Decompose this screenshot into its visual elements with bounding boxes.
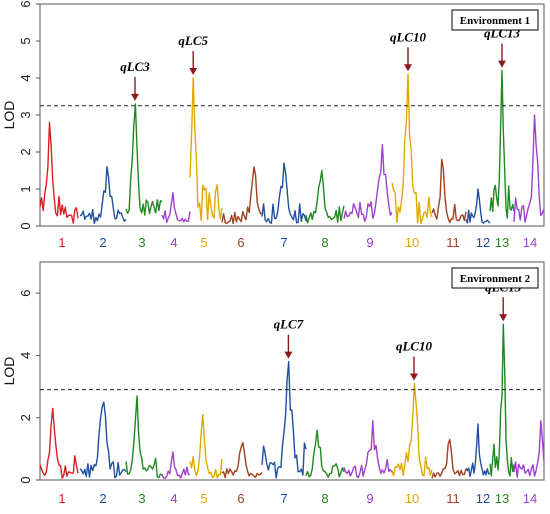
qtl-arrow-head: [131, 93, 139, 101]
y-tick-label: 4: [18, 352, 33, 359]
qtl-arrow-head: [499, 314, 508, 322]
lod-curve-chr8: [305, 429, 345, 478]
chromosome-label: 13: [495, 235, 509, 250]
y-tick-label: 3: [18, 111, 33, 118]
environment-box: [451, 9, 539, 31]
lod-curve-chr5: [189, 77, 223, 221]
lod-curve-chr5: [189, 413, 223, 479]
environment-box: [451, 267, 539, 289]
plot-frame: [39, 261, 545, 481]
chromosome-label: 10: [405, 235, 419, 250]
lod-curve-chr12: [465, 188, 491, 224]
lod-curve-chr2: [79, 401, 127, 479]
chromosome-label: 1: [58, 491, 65, 506]
chromosome-label: 7: [280, 491, 287, 506]
qtl-label: qLC7: [274, 317, 304, 332]
chromosome-label: 8: [321, 235, 328, 250]
lod-curve-chr6: [221, 441, 263, 479]
lod-curve-chr10: [391, 382, 433, 477]
qtl-arrow-head: [410, 373, 418, 381]
qtl-label: qLC10: [390, 29, 427, 44]
chromosome-label: 9: [366, 491, 373, 506]
chromosome-label: 5: [200, 235, 207, 250]
chromosome-label: 10: [405, 491, 419, 506]
qtl-arrow-head: [284, 351, 293, 359]
lod-curve-chr9: [343, 143, 393, 222]
lod-curve-chr7: [261, 162, 307, 224]
chromosome-label: 3: [138, 235, 145, 250]
y-tick-label: 6: [18, 290, 33, 297]
chromosome-label: 8: [321, 491, 328, 506]
y-tick-label: 2: [18, 414, 33, 421]
environment-2-panel: 0246LOD1234567891011121314qLC7qLC10qLC13…: [1, 261, 545, 506]
lod-curve-chr1: [39, 121, 79, 224]
y-tick-label: 4: [18, 74, 33, 81]
qtl-arrow-head: [189, 68, 198, 75]
lod-curve-chr13: [489, 323, 515, 477]
y-tick-label: 2: [18, 148, 33, 155]
chromosome-label: 12: [476, 235, 490, 250]
qtl-label: qLC5: [178, 33, 208, 48]
chromosome-label: 4: [170, 235, 177, 250]
lod-curve-chr12: [465, 423, 491, 477]
chromosome-label: 6: [237, 491, 244, 506]
chromosome-label: 11: [446, 235, 460, 250]
y-tick-label: 1: [18, 185, 33, 192]
lod-curve-chr3: [125, 395, 163, 479]
lod-curve-chr8: [305, 169, 345, 224]
qtl-arrow-head: [498, 60, 506, 68]
environment-label: Environment 1: [460, 15, 530, 27]
chromosome-label: 1: [58, 235, 65, 250]
lod-curve-chr1: [39, 407, 79, 479]
chromosome-label: 5: [200, 491, 207, 506]
chromosome-label: 7: [280, 235, 287, 250]
y-axis-label: LOD: [1, 357, 17, 386]
plot-frame: [39, 3, 545, 227]
lod-curve-chr11: [431, 158, 467, 224]
lod-curve-chr9: [343, 420, 393, 479]
chromosome-label: 4: [170, 491, 177, 506]
environment-label: Environment 2: [460, 273, 531, 285]
chromosome-label: 11: [446, 491, 460, 506]
chromosome-label: 13: [495, 491, 509, 506]
chromosome-label: 6: [237, 235, 244, 250]
lod-curve-chr14: [513, 114, 545, 223]
qtl-arrow-head: [404, 64, 412, 72]
y-tick-label: 5: [18, 37, 33, 44]
lod-curve-chr6: [221, 166, 263, 225]
chromosome-label: 3: [138, 491, 145, 506]
chromosome-label: 9: [366, 235, 373, 250]
qtl-label: qLC10: [396, 338, 433, 353]
chromosome-label: 14: [523, 491, 537, 506]
chromosome-label: 2: [99, 235, 106, 250]
y-axis-label: LOD: [1, 101, 17, 130]
chromosome-label: 12: [476, 491, 490, 506]
lod-curve-chr11: [431, 438, 467, 479]
lod-curve-chr4: [161, 192, 191, 224]
y-tick-label: 0: [18, 476, 33, 483]
lod-curve-chr10: [391, 73, 433, 225]
lod-curve-chr7: [261, 361, 307, 479]
chromosome-label: 14: [523, 235, 537, 250]
qtl-label: qLC3: [120, 59, 150, 74]
chromosome-label: 2: [99, 491, 106, 506]
lod-curve-chr14: [513, 420, 545, 478]
y-tick-label: 0: [18, 222, 33, 229]
lod-curve-chr13: [489, 69, 515, 219]
lod-curve-chr3: [125, 103, 163, 216]
lod-curve-chr4: [161, 451, 191, 480]
lod-curve-chr2: [79, 166, 127, 225]
y-tick-label: 6: [18, 0, 33, 7]
